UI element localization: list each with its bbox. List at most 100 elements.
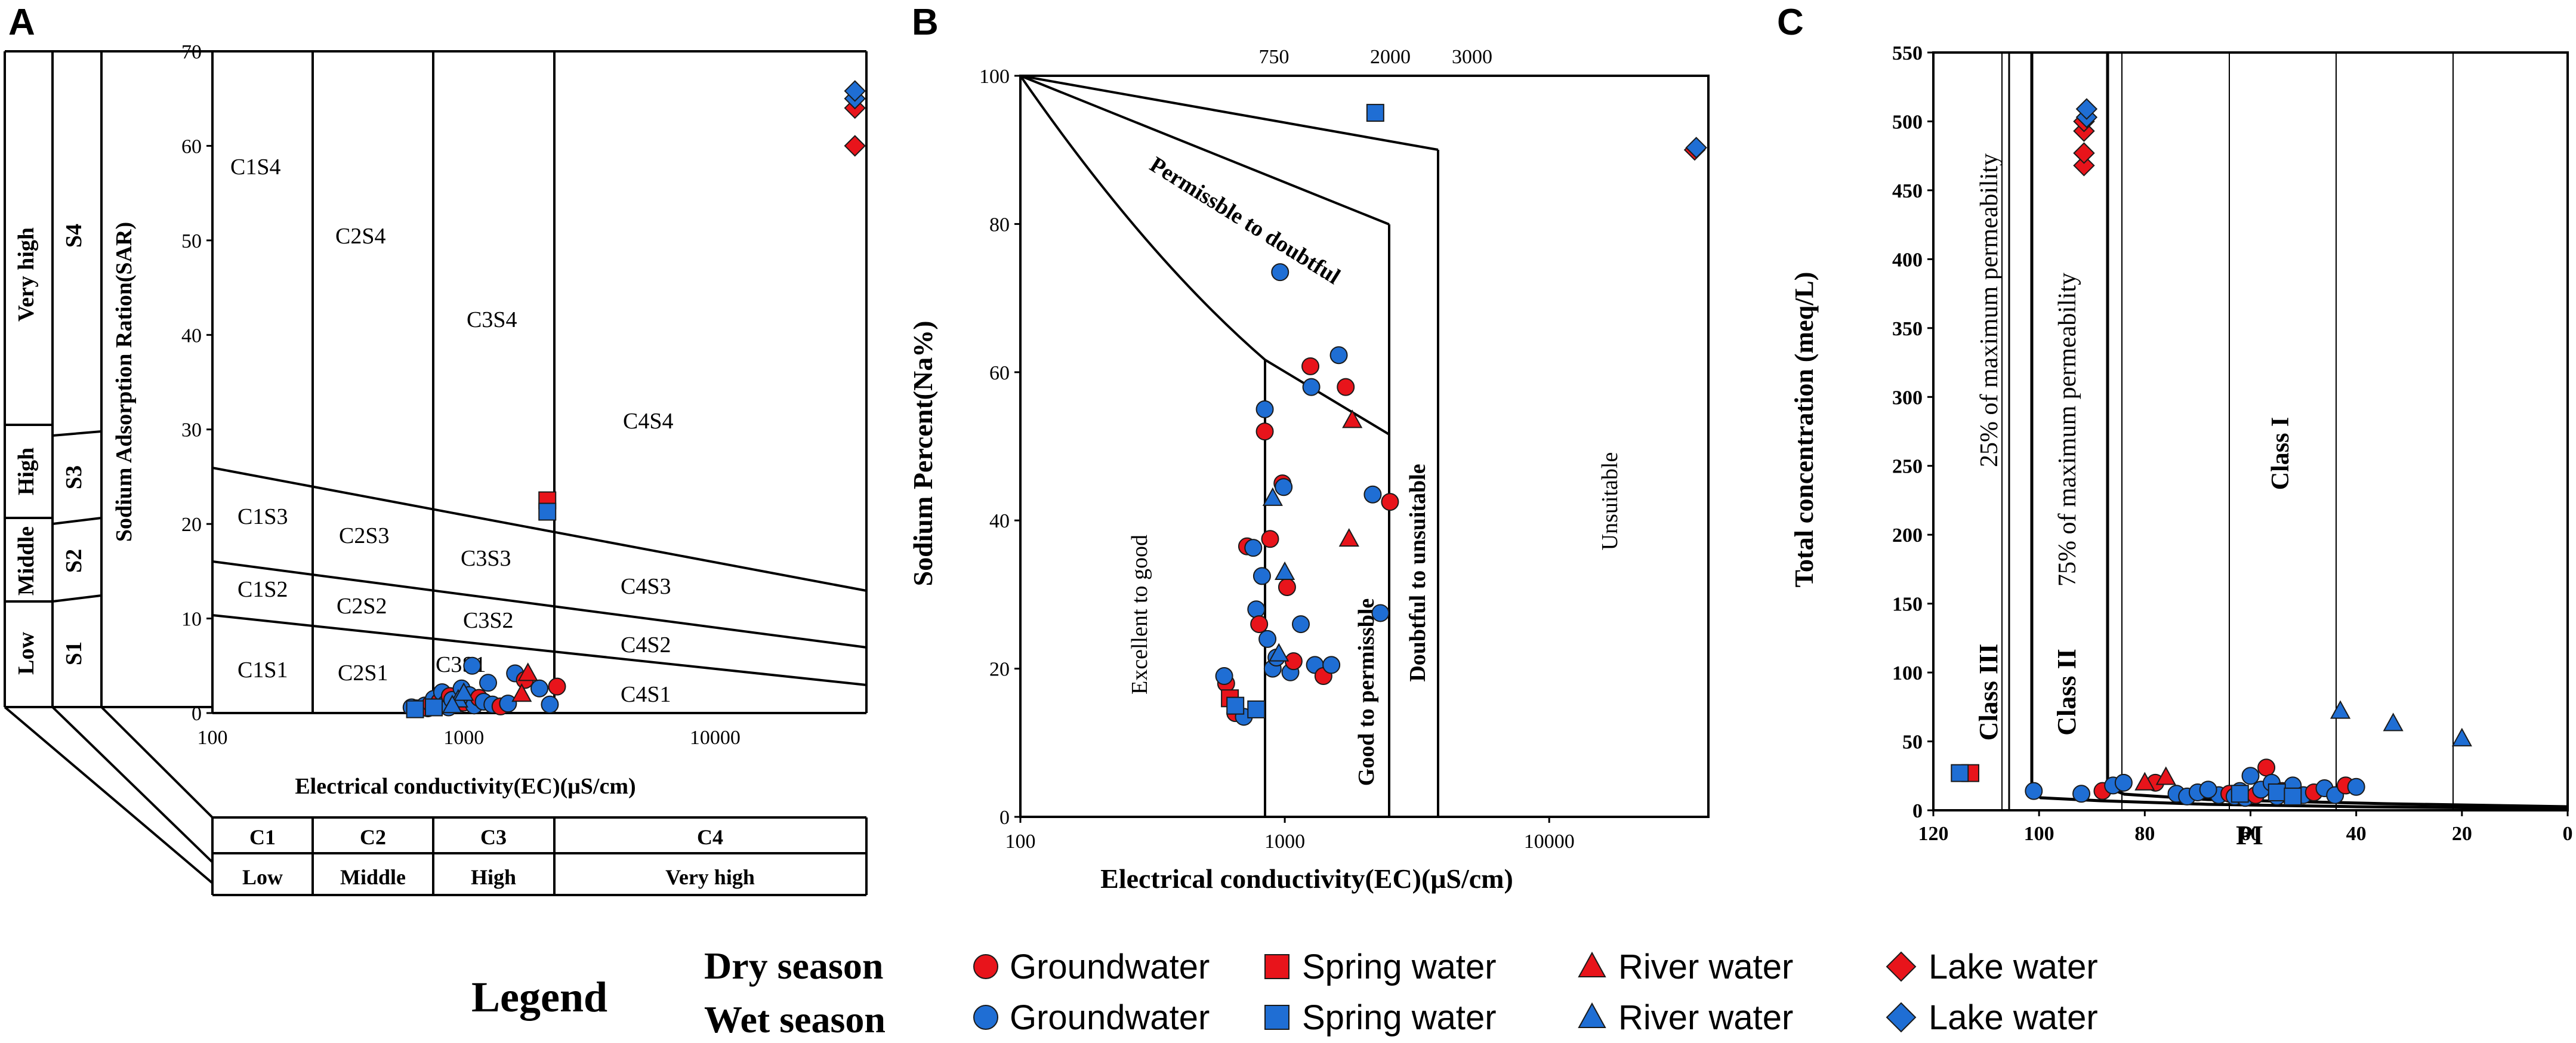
ytick-label-a-40: 40 <box>181 325 202 347</box>
legend-groundwater-dry: Groundwater <box>1010 948 1210 986</box>
s-code-s2: S2 <box>61 549 87 573</box>
point-b-wet-groundwater-5 <box>1244 539 1263 557</box>
point-b-dry-groundwater-12 <box>1261 530 1279 548</box>
zone-25-permeability: 25% of maximum permeability <box>1976 153 2003 467</box>
zone-c1s2: C1S2 <box>237 577 288 602</box>
zone-c4s3: C4S3 <box>621 574 671 599</box>
legend-spring-water-dry: Spring water <box>1302 948 1497 986</box>
point-b-dry-groundwater-22 <box>1301 357 1320 375</box>
zone-class-ii: Class II <box>2052 649 2081 736</box>
point-b-wet-river-water-40 <box>1269 643 1289 662</box>
ytick-label-a-0: 0 <box>192 703 202 725</box>
ytick-label-c-150: 150 <box>1892 594 1923 616</box>
ytick-label-a-10: 10 <box>181 609 202 631</box>
point-c-dry-lake-water-41 <box>2073 142 2095 164</box>
zone-good-to-permissble: Good to permissble <box>1354 598 1379 786</box>
ytick-label-c-450: 450 <box>1892 180 1923 202</box>
legend-marker-wet-river-water <box>1578 1002 1606 1028</box>
top-tick-3000: 3000 <box>1452 46 1492 68</box>
ytick-label-a-60: 60 <box>181 135 202 158</box>
plot-c-frame <box>1932 51 2569 811</box>
c-level-high: High <box>471 865 516 889</box>
point-b-wet-river-water-38 <box>1262 487 1283 506</box>
series-b-points <box>1215 104 1707 726</box>
zone-class-iii: Class III <box>1974 644 2003 741</box>
xtick-label-c-0: 0 <box>2563 823 2573 845</box>
point-b-wet-groundwater-11 <box>1258 629 1277 648</box>
point-b-wet-groundwater-31 <box>1322 656 1341 674</box>
zone-c4s4: C4S4 <box>623 409 673 434</box>
legend-marker-wet-groundwater <box>973 1005 998 1030</box>
axis-b-ticks: 0 20 40 60 80 100 100 1000 10000 <box>979 66 1575 853</box>
c-code-c4: C4 <box>697 825 723 849</box>
point-c-wet-groundwater-29 <box>2199 780 2217 799</box>
point-b-dry-river-water-37 <box>1342 409 1363 428</box>
zone-c2s4: C2S4 <box>335 224 385 249</box>
point-a-dry-river-water-34 <box>511 683 532 702</box>
legend-markers <box>973 951 1917 1033</box>
c-code-c3: C3 <box>480 825 507 849</box>
point-b-wet-spring-water-34 <box>1247 700 1266 718</box>
legend-river-water-wet: River water <box>1618 998 1793 1037</box>
point-a-wet-spring-water-33 <box>538 502 557 521</box>
legend-river-water-dry: River water <box>1618 948 1793 986</box>
point-a-wet-river-water-38 <box>442 695 463 714</box>
zone-c1s4: C1S4 <box>230 155 280 180</box>
legend-dry-season: Dry season <box>704 945 883 987</box>
point-c-dry-river-water-35 <box>2134 772 2155 791</box>
zone-unsuitable: Unsuitable <box>1597 452 1622 551</box>
zone-doubtful-to-unsuitable: Doubtful to unsuitable <box>1405 464 1430 681</box>
plot-a-frame <box>211 50 868 714</box>
point-c-wet-groundwater-0 <box>2025 782 2043 800</box>
point-b-dry-groundwater-30 <box>1381 493 1399 511</box>
point-a-wet-groundwater-24 <box>499 695 517 713</box>
xtick-label-c-20: 20 <box>2452 823 2472 845</box>
point-b-dry-groundwater-18 <box>1278 578 1296 596</box>
point-c-wet-river-water-39 <box>2451 727 2472 746</box>
s-level-very-high: Very high <box>14 227 39 322</box>
zone-permissble-to-doubtful: Permissble to doubtful <box>1145 152 1344 289</box>
xtick-label-c-60: 60 <box>2241 823 2261 845</box>
ytick-label-c-500: 500 <box>1892 111 1923 133</box>
zone-c4s2: C4S2 <box>621 632 671 658</box>
point-b-wet-groundwater-1 <box>1215 667 1233 686</box>
legend-marker-dry-river-water <box>1578 951 1606 977</box>
xtick-label-c-80: 80 <box>2134 823 2155 845</box>
ytick-label-c-0: 0 <box>1912 800 1923 822</box>
point-b-dry-river-water-36 <box>1338 528 1359 547</box>
c-class-table <box>211 816 868 896</box>
point-a-wet-groundwater-17 <box>463 656 482 675</box>
point-a-dry-lake-water-39 <box>844 135 866 157</box>
point-b-wet-spring-water-35 <box>1366 104 1384 122</box>
legend-marker-dry-lake-water <box>1886 951 1917 982</box>
ytick-label-b-20: 20 <box>989 659 1010 681</box>
s-level-middle: Middle <box>14 526 39 595</box>
point-a-dry-river-water-35 <box>517 662 538 681</box>
legend-marker-dry-spring-water <box>1264 954 1289 979</box>
point-c-wet-spring-water-34 <box>2284 787 2302 806</box>
ytick-label-c-50: 50 <box>1902 732 1923 754</box>
point-c-dry-groundwater-17 <box>2257 758 2276 777</box>
ytick-label-c-550: 550 <box>1892 42 1923 64</box>
point-c-wet-groundwater-28 <box>2347 777 2365 796</box>
legend-item-labels: Groundwater Spring water River water Lak… <box>1010 948 2098 1037</box>
xtick-label-a-100: 100 <box>198 727 228 749</box>
zone-c3s3: C3S3 <box>461 546 511 571</box>
panel-a: A Very high High Middle Low S4 S3 S2 S1 <box>4 2 868 896</box>
series-a-points <box>402 80 866 718</box>
legend-marker-dry-groundwater <box>973 954 998 979</box>
zone-class-i: Class I <box>2267 417 2294 490</box>
point-a-wet-groundwater-29 <box>541 695 559 714</box>
point-a-wet-river-water-37 <box>454 682 474 701</box>
xtick-label-b-100: 100 <box>1005 831 1036 853</box>
axis-b-top-ticks: 750 2000 3000 <box>1259 46 1493 68</box>
legend-groundwater-wet: Groundwater <box>1010 998 1210 1037</box>
legend-spring-water-wet: Spring water <box>1302 998 1497 1037</box>
ytick-label-a-30: 30 <box>181 419 202 442</box>
panel-label-b: B <box>912 2 939 43</box>
zone-75-permeability: 75% of maximum permeability <box>2054 273 2081 587</box>
xtick-label-b-10000: 10000 <box>1524 831 1575 853</box>
point-b-wet-spring-water-33 <box>1226 696 1245 715</box>
